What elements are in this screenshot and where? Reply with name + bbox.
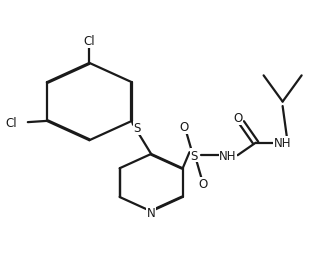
Text: O: O (180, 121, 189, 133)
Text: NH: NH (274, 137, 292, 150)
Text: Cl: Cl (5, 116, 17, 129)
Text: S: S (133, 122, 141, 135)
Text: S: S (190, 149, 198, 162)
Text: Cl: Cl (84, 35, 95, 48)
Text: N: N (147, 207, 155, 219)
Text: O: O (234, 112, 243, 125)
Text: NH: NH (219, 149, 237, 162)
Text: O: O (199, 178, 208, 190)
